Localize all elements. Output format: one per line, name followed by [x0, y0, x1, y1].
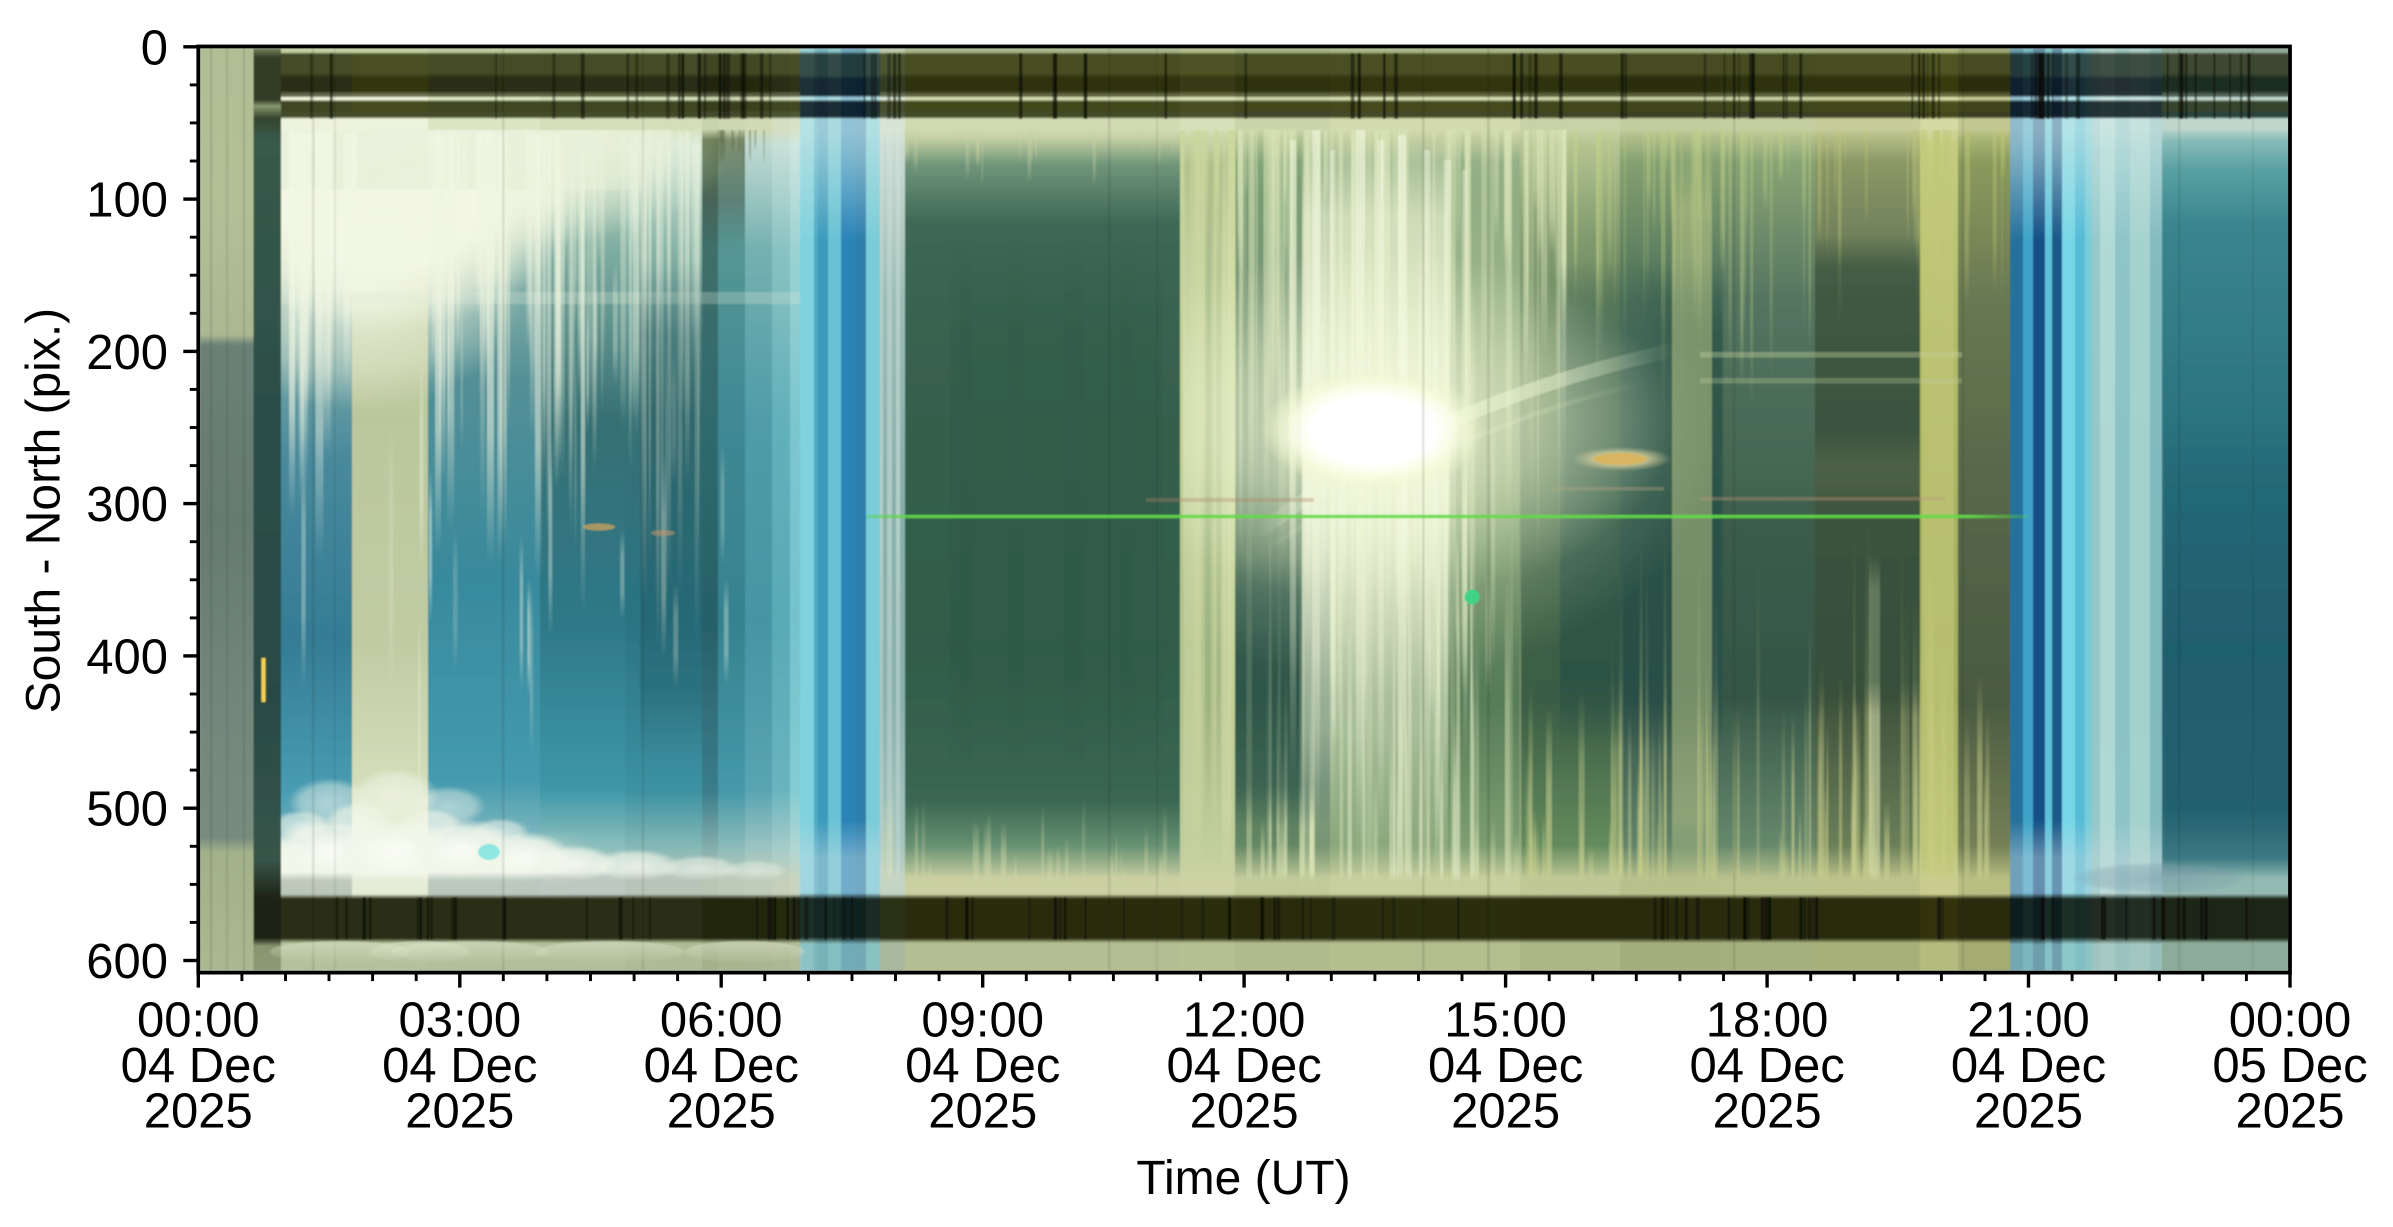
svg-text:300: 300 — [86, 478, 168, 532]
svg-text:Time (UT): Time (UT) — [1136, 1152, 1350, 1205]
svg-text:400: 400 — [86, 630, 168, 684]
svg-text:500: 500 — [86, 783, 168, 837]
svg-text:0: 0 — [141, 21, 168, 75]
svg-text:600: 600 — [86, 935, 168, 989]
svg-text:South - North (pix.): South - North (pix.) — [18, 308, 71, 713]
svg-text:100: 100 — [86, 174, 168, 228]
svg-text:200: 200 — [86, 326, 168, 380]
